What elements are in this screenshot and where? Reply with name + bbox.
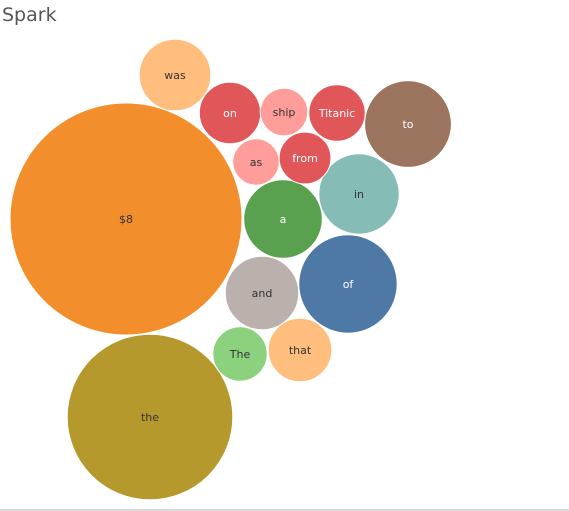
bubble-circle-and[interactable] xyxy=(224,255,300,331)
bubble-label-from: from xyxy=(292,152,318,165)
bubble-label-the: The xyxy=(229,348,251,361)
bubble-a[interactable]: a xyxy=(243,179,323,259)
bubble-circle-the[interactable] xyxy=(66,333,234,501)
bubble-label-8: $8 xyxy=(119,213,133,226)
bubble-circle-of[interactable] xyxy=(298,234,398,334)
bubble-label-the: the xyxy=(141,411,159,424)
bubble-label-as: as xyxy=(250,156,263,169)
bubble-label-in: in xyxy=(354,188,364,201)
bubble-circle-in[interactable] xyxy=(318,153,400,235)
bubble-circle-8[interactable] xyxy=(9,102,243,336)
sheet-title: Spark xyxy=(2,4,57,26)
bubble-to[interactable]: to xyxy=(364,80,452,168)
bubble-titanic[interactable]: Titanic xyxy=(308,84,366,142)
bubble-was[interactable]: was xyxy=(138,38,212,112)
bubble-in[interactable]: in xyxy=(318,153,400,235)
bubble-the[interactable]: the xyxy=(66,333,234,501)
bubble-on[interactable]: on xyxy=(198,81,262,145)
bubble-ship[interactable]: ship xyxy=(259,87,309,137)
bubble-label-that: that xyxy=(289,344,312,357)
bubble-label-on: on xyxy=(223,107,237,120)
bubble-circle-to[interactable] xyxy=(364,80,452,168)
bottom-divider xyxy=(0,509,569,511)
bubble-circle-ship[interactable] xyxy=(259,87,309,137)
bubble-of[interactable]: of xyxy=(298,234,398,334)
bubble-circle-titanic[interactable] xyxy=(308,84,366,142)
bubble-the[interactable]: The xyxy=(212,326,268,382)
bubble-and[interactable]: and xyxy=(224,255,300,331)
bubble-circle-the[interactable] xyxy=(212,326,268,382)
bubble-circle-was[interactable] xyxy=(138,38,212,112)
bubble-label-titanic: Titanic xyxy=(318,107,356,120)
bubble-label-of: of xyxy=(343,278,355,291)
bubble-from[interactable]: from xyxy=(278,131,332,185)
bubble-circle-that[interactable] xyxy=(267,317,333,383)
bubble-label-ship: ship xyxy=(273,106,296,119)
bubble-label-to: to xyxy=(402,118,413,131)
bubble-label-a: a xyxy=(280,213,287,226)
bubble-label-and: and xyxy=(252,287,273,300)
bubble-label-was: was xyxy=(164,69,186,82)
bubble-circle-a[interactable] xyxy=(243,179,323,259)
bubble-circle-as[interactable] xyxy=(232,138,280,186)
bubble-as[interactable]: as xyxy=(232,138,280,186)
bubble-8[interactable]: $8 xyxy=(9,102,243,336)
bubble-that[interactable]: that xyxy=(267,317,333,383)
